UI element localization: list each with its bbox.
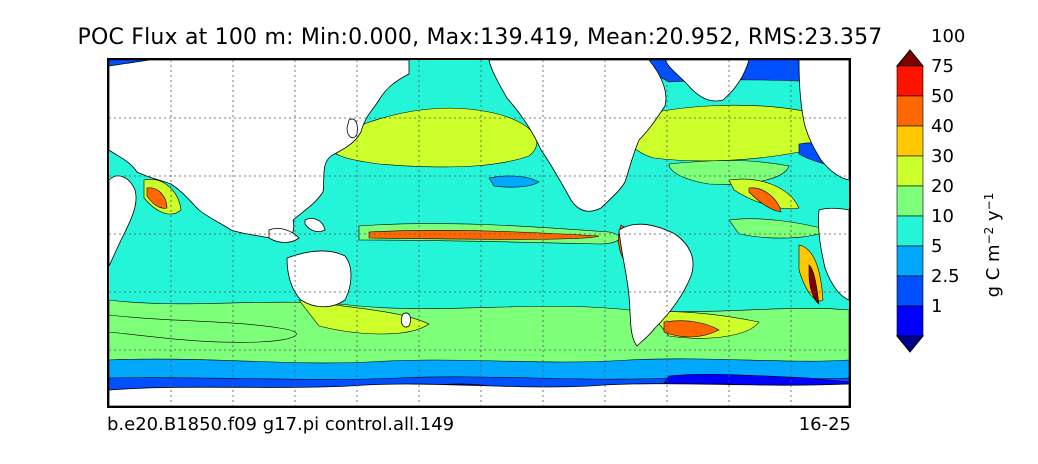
colorbar-tick-label: 2.5 — [931, 266, 960, 287]
colorbar-tick-label: 20 — [931, 176, 954, 197]
colorbar-segment — [896, 155, 924, 187]
continents — [109, 60, 849, 406]
africa-east — [818, 207, 849, 301]
colorbar-segment — [896, 65, 924, 97]
colorbar-tick-label: 75 — [931, 56, 954, 77]
plot-title: POC Flux at 100 m: Min:0.000, Max:139.41… — [77, 25, 883, 50]
colorbar-segment — [896, 215, 924, 247]
unit-part-2: y — [983, 210, 1004, 227]
colorbar-tick-label: 5 — [931, 236, 942, 257]
unit-part-1: g C m — [983, 244, 1004, 298]
ocean-flux-map — [109, 60, 849, 406]
case-name: b.e20.B1850.f09 g17.pi control.all.149 — [107, 414, 455, 435]
maritime-continent — [268, 218, 326, 243]
europe-africa-east — [798, 60, 849, 181]
colorbar-tick-label: 100 — [931, 26, 965, 47]
colorbar-segment — [896, 275, 924, 307]
colorbar-tick-label: 30 — [931, 146, 954, 167]
colorbar-unit-label: g C m−2 y−1 — [982, 193, 1004, 298]
colorbar-tick-label: 50 — [931, 86, 954, 107]
north-america — [488, 60, 667, 212]
colorbar-segment — [896, 95, 924, 127]
new-zealand — [401, 312, 411, 328]
colorbar: 1 2.5 5 10 20 30 40 50 75 100 — [895, 26, 965, 353]
map-panel — [107, 58, 851, 408]
colorbar-segment — [896, 185, 924, 217]
colorbar-extend-min — [895, 335, 925, 353]
graticule — [109, 60, 849, 406]
eurasia — [109, 60, 410, 243]
year-range: 16-25 — [798, 414, 851, 435]
colorbar-tick-label: 10 — [931, 206, 954, 227]
colorbar-segment — [896, 125, 924, 157]
unit-exp-1: −2 — [982, 226, 996, 245]
greenland — [664, 60, 750, 102]
australia — [286, 250, 352, 308]
colorbar-segment — [896, 245, 924, 277]
colorbar-tick-label: 40 — [931, 116, 954, 137]
japan — [346, 118, 358, 139]
colorbar-tick-label: 1 — [931, 296, 942, 317]
colorbar-extend-max — [895, 49, 925, 67]
africa — [109, 175, 137, 267]
subantarctic-front — [109, 299, 760, 343]
antarctica — [109, 383, 849, 406]
colorbar-segment — [896, 305, 924, 337]
unit-exp-2: −1 — [982, 192, 996, 211]
